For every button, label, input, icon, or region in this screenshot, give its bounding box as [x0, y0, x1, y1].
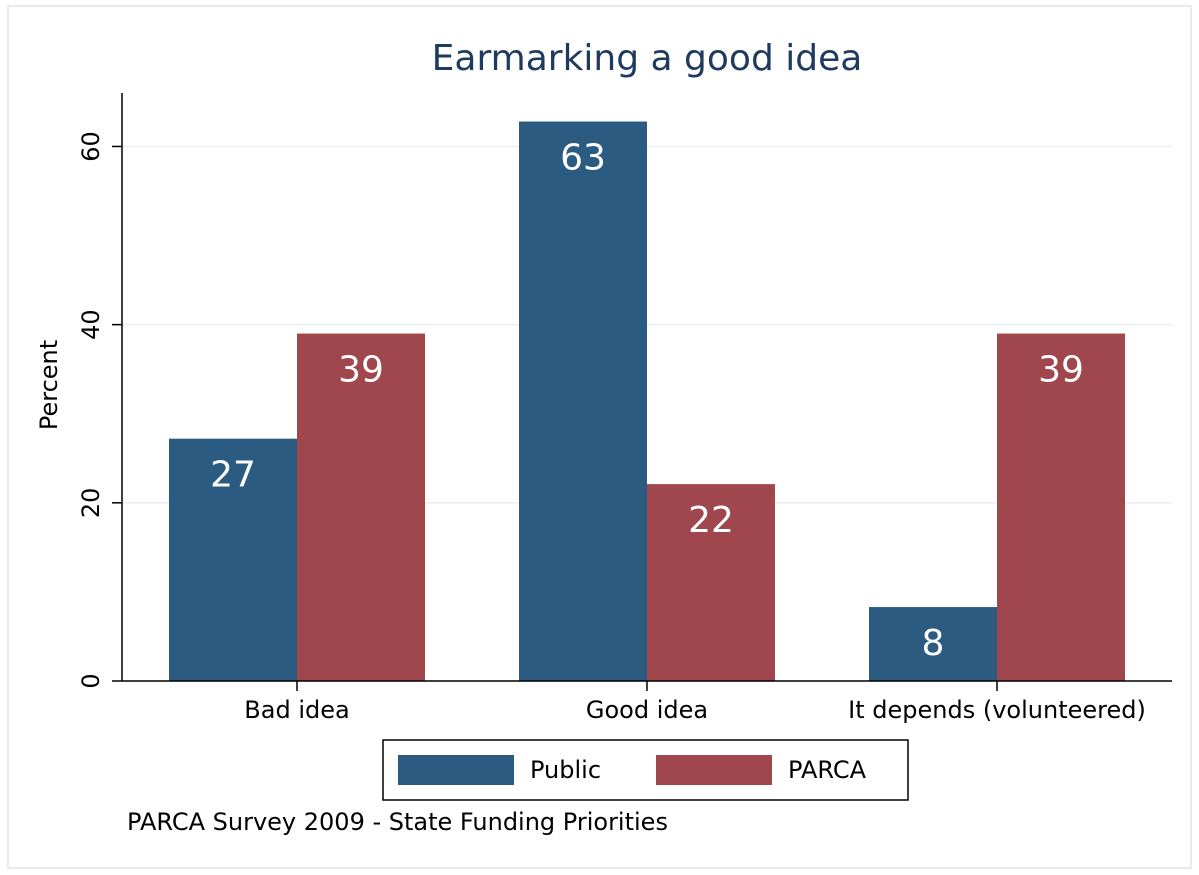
x-tick-label: Bad idea — [244, 696, 349, 724]
bar — [519, 121, 647, 681]
x-tick-label: It depends (volunteered) — [848, 696, 1146, 724]
value-label: 63 — [560, 138, 606, 179]
y-tick-label: 20 — [77, 488, 105, 519]
value-label: 27 — [210, 455, 256, 496]
value-label: 8 — [922, 623, 945, 664]
y-tick-label: 60 — [77, 131, 105, 162]
chart-title: Earmarking a good idea — [432, 38, 863, 79]
legend-swatch — [656, 755, 772, 785]
value-label: 39 — [338, 350, 384, 391]
y-tick-label: 40 — [77, 309, 105, 340]
value-label: 22 — [688, 500, 734, 541]
note: PARCA Survey 2009 - State Funding Priori… — [127, 808, 668, 836]
bar — [647, 484, 775, 681]
value-label: 39 — [1038, 350, 1084, 391]
bar — [297, 333, 425, 681]
legend-swatch — [398, 755, 514, 785]
bar — [169, 438, 297, 681]
legend-label: Public — [530, 756, 601, 784]
y-axis-title: Percent — [35, 340, 63, 430]
bar — [997, 333, 1125, 681]
x-tick-label: Good idea — [586, 696, 708, 724]
bar — [869, 607, 997, 681]
legend-label: PARCA — [788, 756, 867, 784]
y-tick-label: 0 — [77, 673, 105, 688]
